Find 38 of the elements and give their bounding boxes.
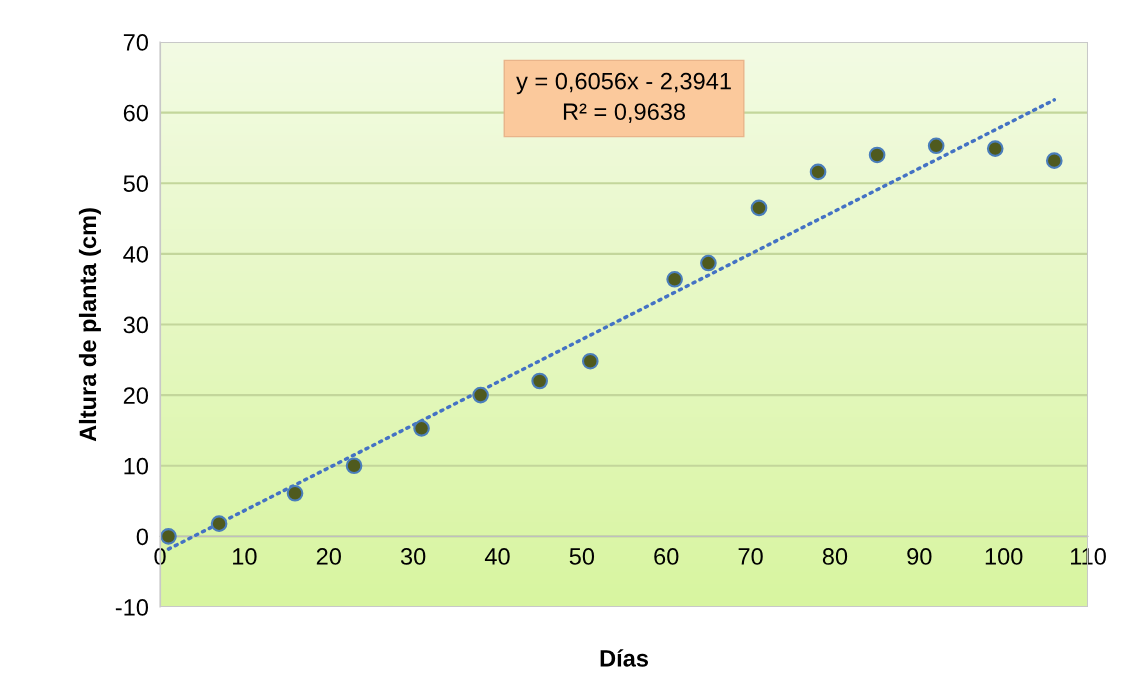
- y-tick-label: 30: [123, 316, 148, 334]
- y-tick-label: 0: [136, 528, 148, 546]
- point: [160, 528, 177, 545]
- y-tick-label: 70: [123, 34, 148, 51]
- x-tick-label: 70: [738, 548, 763, 565]
- y-tick-label: 40: [123, 245, 148, 263]
- y-tick-label: 50: [123, 175, 148, 193]
- x-tick-label: 80: [822, 548, 848, 565]
- point: [868, 146, 886, 164]
- x-axis-title: Días: [600, 649, 648, 667]
- x-tick-label: 10: [233, 548, 257, 565]
- point: [472, 386, 489, 404]
- annotation: y = 0,6056x - 2,3941 R² = 0,9638: [516, 72, 731, 123]
- y-tick-label: -10: [115, 599, 149, 616]
- x-tick-label: 100: [985, 548, 1023, 565]
- y-tick-label: 10: [124, 457, 148, 475]
- point: [986, 140, 1004, 157]
- y-tick-label: 20: [123, 387, 148, 404]
- point: [286, 484, 304, 502]
- y-axis-title: Altura de planta (cm): [78, 208, 101, 442]
- x-tick-label: 90: [907, 548, 932, 565]
- point: [750, 199, 768, 217]
- point: [413, 419, 430, 437]
- point: [1045, 152, 1063, 169]
- point: [927, 137, 945, 155]
- x-tick-label: 40: [484, 548, 510, 565]
- x-tick-label: 60: [654, 548, 679, 565]
- point: [531, 372, 548, 390]
- x-tick-label: 20: [316, 548, 341, 565]
- x-tick-label: 50: [569, 548, 595, 565]
- point: [809, 163, 827, 181]
- y-tick-label: 60: [123, 104, 148, 122]
- point: [210, 515, 228, 532]
- point: [345, 457, 363, 475]
- point: [700, 254, 717, 272]
- x-tick-label: 30: [400, 548, 426, 565]
- point: [666, 270, 683, 288]
- point: [581, 352, 599, 370]
